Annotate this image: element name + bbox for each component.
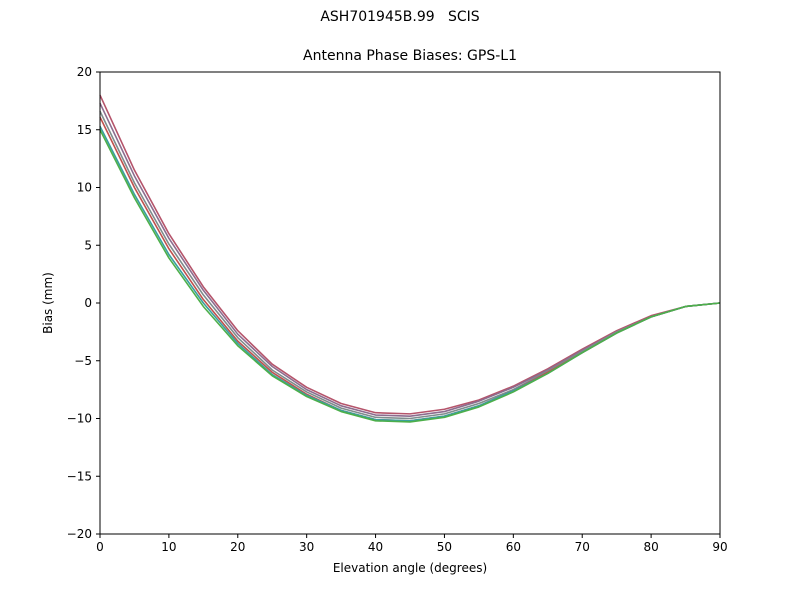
chart-title: Antenna Phase Biases: GPS-L1 bbox=[303, 48, 517, 64]
x-axis-ticks: 0 10 20 30 40 50 60 70 80 90 bbox=[96, 534, 728, 554]
y-tick-label: −5 bbox=[74, 354, 92, 368]
y-tick-label: 15 bbox=[77, 123, 92, 137]
y-tick-label: 5 bbox=[84, 238, 92, 252]
series-line-1 bbox=[99, 94, 721, 415]
x-tick-label: 60 bbox=[506, 540, 521, 554]
x-axis-label: Elevation angle (degrees) bbox=[332, 561, 488, 575]
series-layer bbox=[99, 94, 721, 423]
x-tick-label: 50 bbox=[437, 540, 452, 554]
series-line-2 bbox=[99, 102, 721, 417]
series-line-6 bbox=[99, 129, 721, 423]
y-tick-label: 10 bbox=[77, 181, 92, 195]
x-tick-label: 40 bbox=[368, 540, 383, 554]
y-tick-label: 20 bbox=[77, 65, 92, 79]
y-tick-label: −20 bbox=[67, 527, 92, 541]
x-tick-label: 30 bbox=[299, 540, 314, 554]
x-tick-label: 80 bbox=[643, 540, 658, 554]
series-line-3 bbox=[99, 110, 721, 420]
axes-frame bbox=[99, 71, 721, 535]
y-tick-label: −10 bbox=[67, 412, 92, 426]
series-line-4 bbox=[99, 116, 721, 422]
figure-suptitle: ASH701945B.99 SCIS bbox=[320, 9, 480, 25]
x-tick-label: 90 bbox=[712, 540, 727, 554]
x-tick-label: 70 bbox=[575, 540, 590, 554]
x-tick-label: 0 bbox=[96, 540, 104, 554]
x-tick-label: 20 bbox=[230, 540, 245, 554]
y-tick-label: 0 bbox=[84, 296, 92, 310]
y-axis-ticks: −20 −15 −10 −5 0 5 10 15 20 bbox=[67, 65, 100, 541]
y-tick-label: −15 bbox=[67, 469, 92, 483]
x-tick-label: 10 bbox=[161, 540, 176, 554]
